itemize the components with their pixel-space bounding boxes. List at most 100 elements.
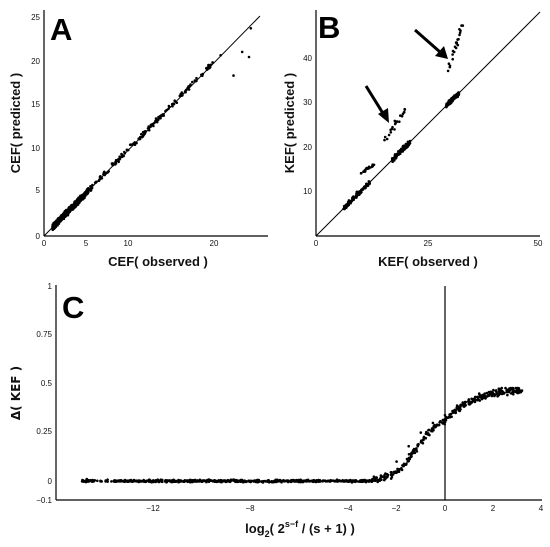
- panel-a-point: [67, 207, 70, 210]
- panel-b-point: [367, 182, 371, 185]
- panel-b-point: [458, 31, 462, 35]
- panel-c-point: [85, 480, 88, 483]
- panel-c-point: [483, 392, 487, 396]
- panel-c-point: [247, 479, 250, 483]
- panel-a-point: [141, 130, 145, 134]
- panel-c-point: [406, 460, 410, 463]
- panel-c-point: [419, 440, 423, 444]
- panel-a-point: [146, 127, 150, 130]
- panel-c-point: [144, 480, 147, 484]
- panel-c-point: [301, 480, 305, 483]
- panel-c-point: [426, 433, 430, 436]
- c-xtick-neg8: −8: [245, 504, 255, 513]
- panel-c-point: [447, 415, 451, 419]
- panel-b-point: [402, 110, 406, 114]
- panel-b-point: [401, 112, 405, 116]
- panel-c-point: [179, 480, 183, 483]
- panel-a-point: [117, 160, 120, 164]
- panel-a-point: [154, 117, 158, 120]
- panel-b-point: [451, 53, 454, 56]
- panel-c-point: [243, 479, 246, 483]
- panel-b-point: [387, 133, 391, 137]
- panel-c-point: [435, 423, 439, 427]
- panel-b-point: [393, 156, 397, 159]
- panel-c-point: [295, 478, 298, 482]
- panel-b-point: [398, 120, 401, 123]
- panel-a-point: [201, 74, 204, 77]
- panel-c-point: [298, 479, 302, 483]
- panel-a-point: [249, 27, 253, 30]
- panel-b-point: [456, 38, 459, 41]
- panel-c-point: [438, 421, 441, 424]
- panel-c-point: [114, 480, 117, 483]
- a-ytick-5: 5: [36, 186, 41, 195]
- panel-b-point: [450, 99, 454, 102]
- panel-c-point: [478, 399, 482, 402]
- panel-c-point: [506, 389, 510, 392]
- c-ytick-025: 0.25: [36, 427, 52, 436]
- a-xtick-5: 5: [84, 239, 89, 248]
- panel-c-chart: C 1 0.75 0.5 0.25 0 −0.1 −12 −8 −4 −2 0 …: [9, 282, 544, 539]
- panel-b-letter: B: [318, 10, 340, 45]
- panel-b-point: [448, 65, 452, 69]
- panel-c-point: [490, 394, 494, 398]
- panel-a-point: [131, 143, 135, 146]
- panel-a-point: [62, 213, 66, 217]
- panel-a-point: [98, 175, 102, 179]
- panel-b-point: [385, 137, 389, 141]
- panel-c-point: [385, 475, 388, 479]
- panel-c-point: [165, 479, 168, 482]
- panel-c-point: [85, 477, 89, 481]
- c-xtick-neg12: −12: [146, 504, 160, 513]
- panel-c-point: [490, 391, 493, 395]
- c-xtick-2: 2: [491, 504, 496, 513]
- panel-c-point: [421, 441, 425, 445]
- panel-a-point: [133, 141, 137, 144]
- panel-c-point: [452, 411, 455, 414]
- panel-a-point: [144, 130, 148, 133]
- panel-b-point: [390, 127, 394, 131]
- panel-c-point: [276, 479, 280, 483]
- panel-a-point: [53, 222, 56, 226]
- panel-a-chart: A 0 5 10 20 0 5 10 15 20 25 CEF( observe…: [8, 10, 268, 269]
- panel-c-point: [390, 475, 394, 479]
- panel-b-point: [359, 172, 363, 175]
- panel-a-point: [89, 188, 93, 192]
- panel-c-point: [99, 479, 102, 483]
- panel-c-point: [383, 473, 386, 477]
- panel-c-point: [333, 479, 337, 483]
- panel-a-point: [84, 191, 88, 195]
- panel-c-point: [182, 480, 185, 483]
- panel-a-point: [103, 172, 107, 176]
- panel-a-point: [128, 143, 132, 147]
- panel-c-point: [278, 478, 282, 482]
- panel-a-point: [77, 201, 80, 204]
- c-x-axis-label-log: log: [245, 521, 265, 536]
- panel-c-point: [129, 479, 132, 483]
- panel-c-point: [389, 471, 393, 474]
- panel-c-point: [353, 480, 357, 483]
- panel-a-point: [81, 195, 85, 198]
- panel-a-point: [86, 187, 90, 190]
- panel-a-point: [125, 148, 129, 152]
- panel-c-point: [502, 392, 505, 395]
- panel-c-point: [90, 480, 93, 483]
- panel-c-point: [204, 479, 207, 483]
- panel-c-point: [196, 479, 199, 482]
- panel-c-point: [328, 480, 332, 483]
- panel-c-point: [346, 479, 350, 483]
- panel-c-point: [336, 479, 339, 483]
- panel-c-point: [504, 386, 507, 390]
- panel-b-arrow-1: [364, 85, 389, 123]
- panel-c-point: [415, 448, 418, 452]
- panel-b-point: [451, 49, 455, 53]
- panel-a-point: [247, 55, 251, 59]
- panel-c-point: [477, 392, 481, 395]
- panel-a-point: [232, 74, 235, 77]
- panel-c-point: [250, 479, 253, 483]
- panel-b-point: [458, 33, 461, 37]
- panel-a-point: [85, 189, 89, 192]
- panel-c-point: [495, 392, 498, 396]
- panel-b-point: [407, 141, 411, 145]
- panel-c-point: [441, 422, 445, 425]
